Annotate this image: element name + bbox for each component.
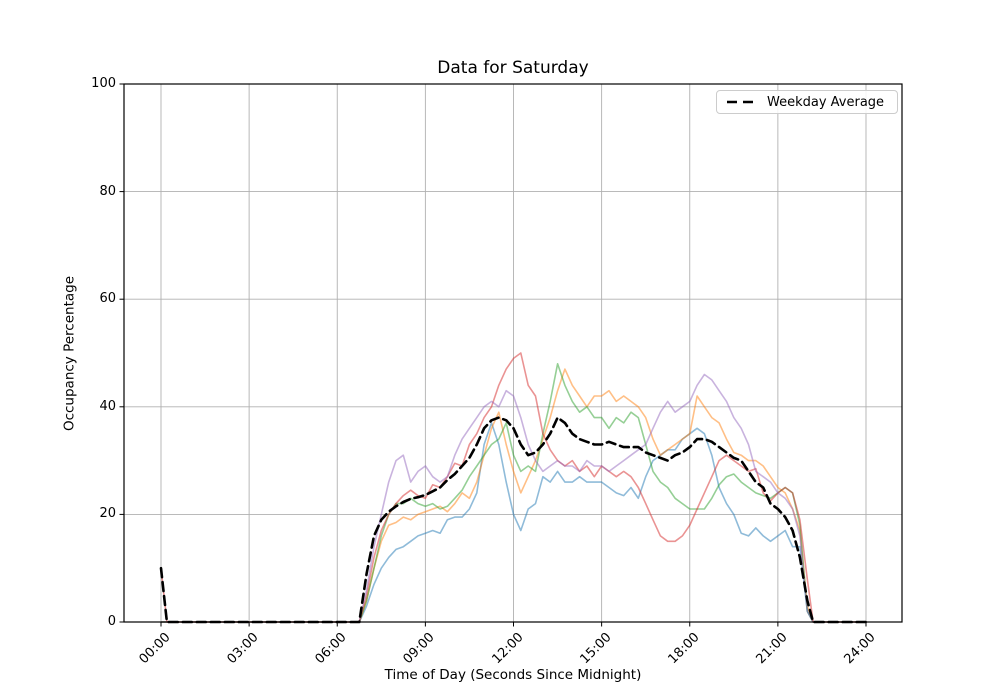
y-tick-label: 60 — [99, 291, 116, 307]
dashed-line-sample-icon — [727, 100, 757, 104]
weekday-average-line — [159, 416, 868, 624]
series-line-saturday-trace-4 — [160, 352, 867, 623]
legend: Weekday Average — [716, 90, 898, 114]
y-tick-label: 0 — [107, 614, 116, 629]
grid — [124, 83, 902, 623]
y-tick-label: 80 — [99, 183, 116, 199]
legend-label: Weekday Average — [767, 94, 885, 110]
x-axis-label: Time of Day (Seconds Since Midnight) — [384, 667, 642, 683]
y-tick-label: 100 — [91, 76, 116, 91]
series-line-saturday-trace-3 — [160, 362, 867, 623]
y-axis-label: Occupancy Percentage — [61, 275, 78, 432]
series-line-saturday-trace-1 — [160, 422, 867, 623]
chart-title: Data for Saturday — [437, 58, 589, 78]
axes-frame — [123, 83, 903, 623]
series-line-saturday-trace-5 — [160, 373, 867, 623]
y-tick-label: 20 — [99, 506, 116, 522]
y-tick-label: 40 — [99, 398, 116, 414]
tick-marks — [119, 83, 867, 627]
